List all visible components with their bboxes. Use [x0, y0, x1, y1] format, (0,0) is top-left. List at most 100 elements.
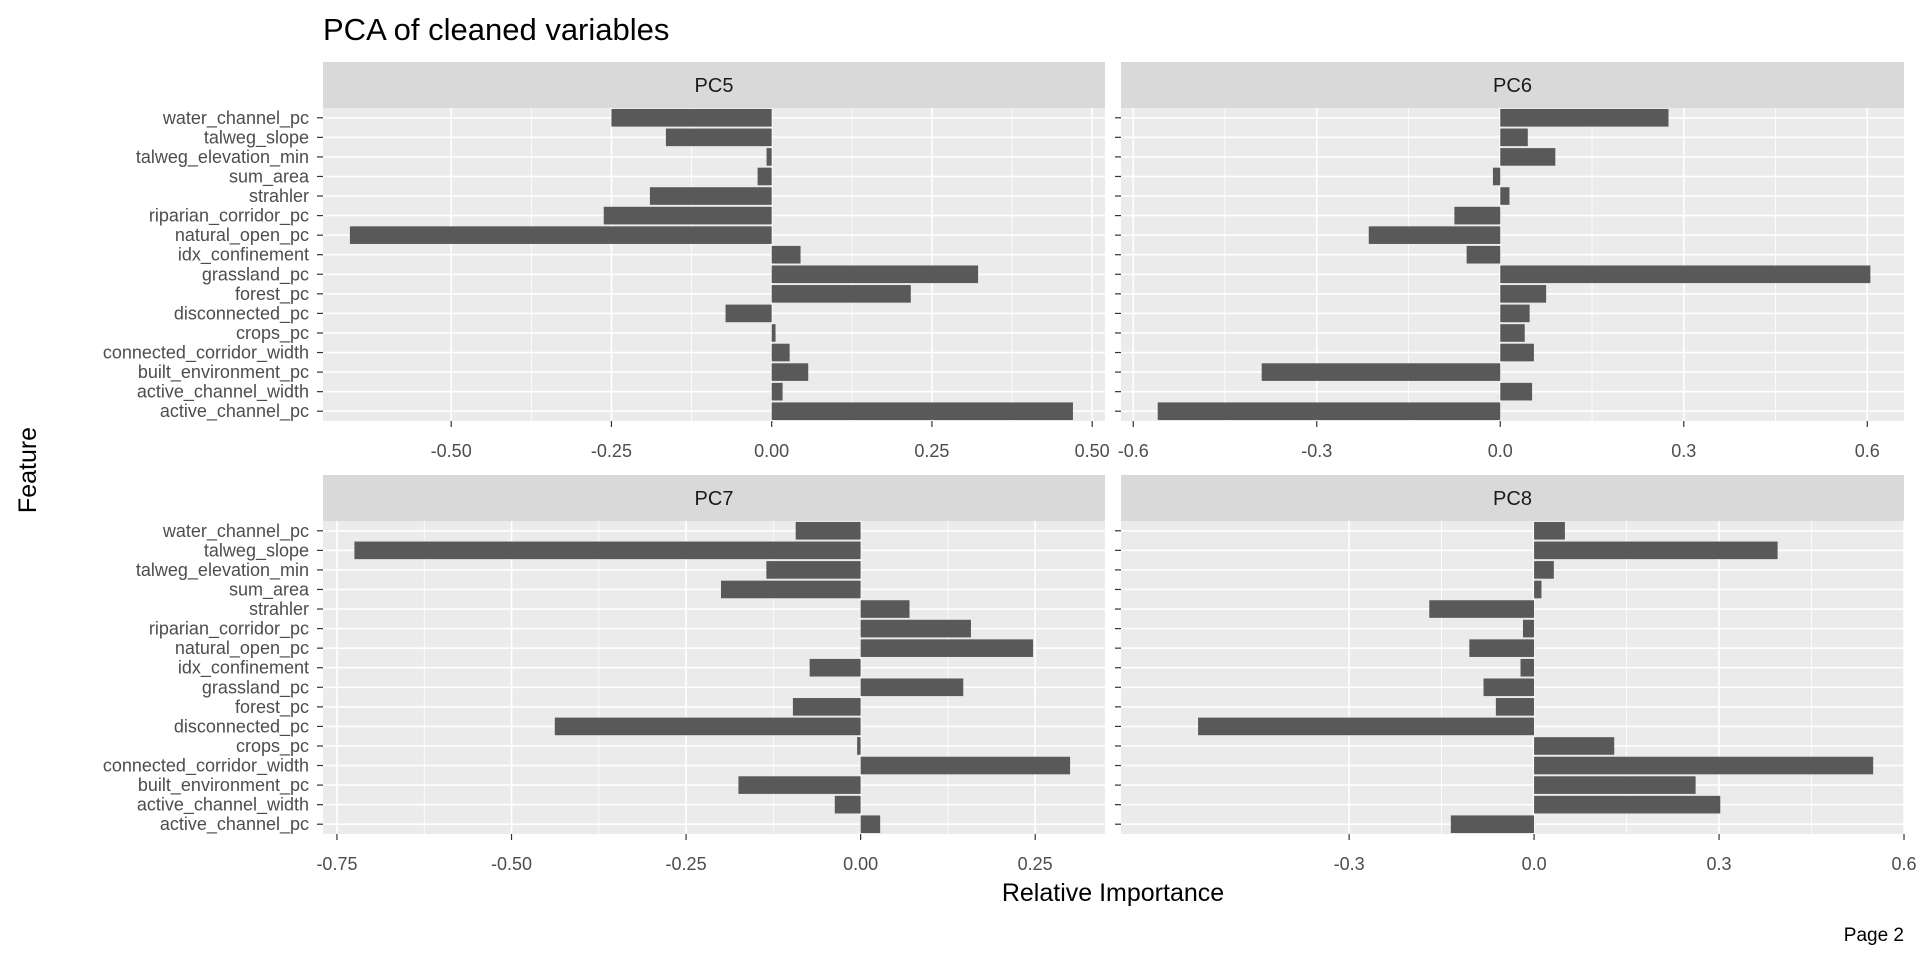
- strip-background: [1121, 62, 1904, 108]
- bar-talweg-slope: [1534, 541, 1778, 560]
- bar-idx-confinement: [809, 658, 861, 677]
- bar-natural-open-pc: [349, 226, 772, 244]
- bar-talweg-elevation-min: [766, 561, 861, 579]
- bar-talweg-slope: [354, 541, 861, 560]
- bar-grassland-pc: [860, 678, 964, 697]
- bar-talweg-slope: [665, 128, 772, 147]
- bar-natural-open-pc: [1368, 226, 1501, 244]
- bar-forest-pc: [1500, 285, 1547, 303]
- bar-connected-corridor-width: [1534, 756, 1874, 775]
- y-tick-label: connected_corridor_width: [103, 343, 309, 364]
- y-tick-label: active_channel_width: [137, 795, 309, 816]
- y-tick-label: built_environment_pc: [138, 362, 309, 383]
- strip-background: [323, 62, 1105, 108]
- bar-talweg-elevation-min: [766, 148, 772, 166]
- y-tick-label: riparian_corridor_pc: [149, 619, 309, 640]
- y-tick-label: connected_corridor_width: [103, 756, 309, 777]
- x-tick-label: -0.75: [316, 854, 357, 874]
- bar-natural-open-pc: [860, 639, 1034, 657]
- bar-crops-pc: [857, 737, 861, 755]
- bar-connected-corridor-width: [1500, 343, 1534, 362]
- x-tick-label: 0.6: [1891, 854, 1916, 874]
- panel-background: [1121, 521, 1904, 834]
- y-tick-label: forest_pc: [235, 284, 309, 305]
- bar-riparian-corridor-pc: [603, 206, 772, 225]
- strip-background: [323, 475, 1105, 521]
- x-tick-label: 0.3: [1671, 441, 1696, 461]
- x-tick-label: -0.25: [666, 854, 707, 874]
- y-tick-label: crops_pc: [236, 736, 309, 757]
- bar-built-environment-pc: [1534, 776, 1696, 794]
- bar-sum-area: [720, 580, 861, 599]
- bar-crops-pc: [771, 324, 776, 342]
- y-tick-label: grassland_pc: [202, 264, 309, 285]
- y-tick-label: disconnected_pc: [174, 716, 309, 737]
- bar-talweg-elevation-min: [1500, 148, 1556, 166]
- bar-crops-pc: [1534, 737, 1615, 755]
- y-tick-label: active_channel_pc: [160, 814, 309, 835]
- bar-idx-confinement: [1466, 245, 1501, 264]
- y-tick-label: built_environment_pc: [138, 775, 309, 796]
- y-tick-label: idx_confinement: [178, 658, 309, 679]
- bar-forest-pc: [1495, 698, 1535, 716]
- y-tick-label: strahler: [249, 186, 309, 206]
- y-tick-label: natural_open_pc: [175, 225, 309, 246]
- y-tick-label: water_channel_pc: [162, 521, 309, 542]
- x-tick-label: 0.6: [1855, 441, 1880, 461]
- y-tick-label: idx_confinement: [178, 245, 309, 266]
- y-tick-label: talweg_elevation_min: [136, 147, 309, 168]
- bar-active-channel-pc: [860, 815, 881, 834]
- y-tick-label: active_channel_pc: [160, 401, 309, 422]
- bar-water-channel-pc: [795, 521, 861, 540]
- x-tick-label: -0.25: [591, 441, 632, 461]
- bar-grassland-pc: [1500, 265, 1871, 284]
- y-tick-label: strahler: [249, 599, 309, 619]
- strip-label: PC5: [695, 75, 734, 97]
- bar-built-environment-pc: [771, 363, 809, 381]
- x-tick-label: 0.0: [1488, 441, 1513, 461]
- bar-riparian-corridor-pc: [1522, 619, 1535, 638]
- bar-connected-corridor-width: [771, 343, 790, 362]
- bar-disconnected-pc: [725, 304, 772, 323]
- bar-talweg-slope: [1500, 128, 1528, 147]
- bar-active-channel-width: [834, 795, 861, 814]
- x-tick-label: -0.6: [1118, 441, 1149, 461]
- plot-title: PCA of cleaned variables: [323, 12, 669, 47]
- y-tick-label: natural_open_pc: [175, 638, 309, 659]
- x-tick-label: 0.3: [1707, 854, 1732, 874]
- bar-forest-pc: [792, 698, 861, 716]
- bar-strahler: [1429, 600, 1535, 618]
- bar-riparian-corridor-pc: [860, 619, 971, 638]
- facet-pc8: PC8 -0.3 0.0 0.3 0.6: [1115, 475, 1917, 874]
- strip-label: PC8: [1493, 488, 1532, 510]
- y-axis-title: Feature: [14, 427, 42, 513]
- facet-panels: PC5 -0.50 -0.25 0.00 0.25 0.50 water_channel_p…: [103, 62, 1917, 874]
- y-tick-label: sum_area: [229, 579, 310, 600]
- bar-strahler: [1500, 187, 1510, 205]
- bar-talweg-elevation-min: [1534, 561, 1554, 579]
- bar-riparian-corridor-pc: [1454, 206, 1501, 225]
- x-tick-label: -0.50: [431, 441, 472, 461]
- x-tick-label: -0.3: [1334, 854, 1365, 874]
- bar-active-channel-pc: [1157, 402, 1501, 421]
- x-axis-title: Relative Importance: [1002, 879, 1224, 907]
- panel-background: [323, 521, 1105, 834]
- bar-sum-area: [1534, 580, 1542, 599]
- bar-grassland-pc: [1483, 678, 1535, 697]
- strip-label: PC6: [1493, 75, 1532, 97]
- y-tick-label: talweg_slope: [204, 127, 309, 148]
- y-tick-label: disconnected_pc: [174, 303, 309, 324]
- bar-active-channel-width: [771, 382, 783, 401]
- facet-pc5: PC5 -0.50 -0.25 0.00 0.25 0.50 water_channel_p…: [103, 62, 1110, 461]
- y-tick-label: riparian_corridor_pc: [149, 206, 309, 227]
- facet-pc7: PC7 -0.75 -0.50 -0.25 0.00 0.25 water_channel_…: [103, 475, 1105, 874]
- x-tick-label: 0.0: [1522, 854, 1547, 874]
- bar-disconnected-pc: [1500, 304, 1530, 323]
- x-tick-label: 0.25: [914, 441, 949, 461]
- x-tick-label: 0.00: [843, 854, 878, 874]
- y-tick-label: talweg_slope: [204, 540, 309, 561]
- bar-disconnected-pc: [1198, 717, 1535, 736]
- panel-background: [323, 108, 1105, 421]
- bar-sum-area: [757, 167, 772, 186]
- bar-sum-area: [1492, 167, 1501, 186]
